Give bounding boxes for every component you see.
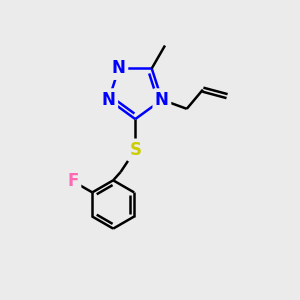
Text: N: N — [112, 59, 126, 77]
Text: F: F — [68, 172, 79, 190]
Text: N: N — [102, 91, 116, 109]
Text: S: S — [129, 141, 141, 159]
Text: N: N — [155, 91, 169, 109]
